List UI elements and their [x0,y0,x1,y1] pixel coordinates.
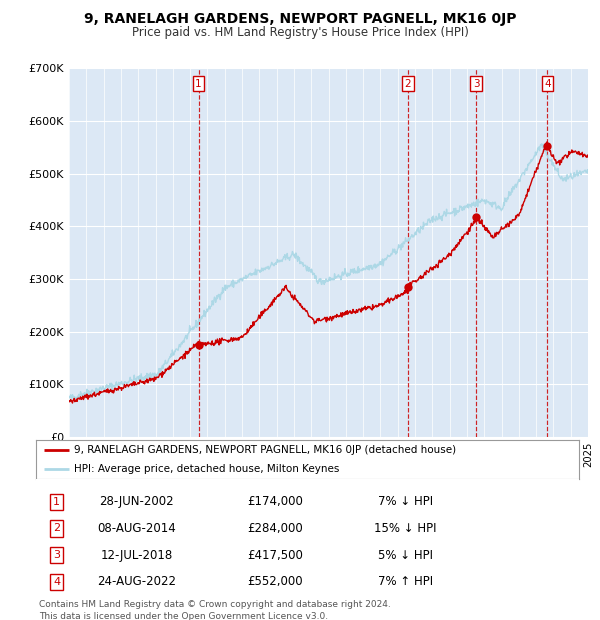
Text: Contains HM Land Registry data © Crown copyright and database right 2024.
This d: Contains HM Land Registry data © Crown c… [39,600,391,620]
Text: 2: 2 [53,523,60,533]
Text: 9, RANELAGH GARDENS, NEWPORT PAGNELL, MK16 0JP (detached house): 9, RANELAGH GARDENS, NEWPORT PAGNELL, MK… [74,445,456,455]
Text: 12-JUL-2018: 12-JUL-2018 [100,549,173,562]
Text: £174,000: £174,000 [247,495,303,508]
Text: 15% ↓ HPI: 15% ↓ HPI [374,522,436,535]
Text: 5% ↓ HPI: 5% ↓ HPI [378,549,433,562]
Text: 28-JUN-2002: 28-JUN-2002 [99,495,174,508]
Text: 2: 2 [405,79,412,89]
Text: 4: 4 [53,577,60,587]
Text: £417,500: £417,500 [247,549,303,562]
Text: 4: 4 [544,79,551,89]
Text: 24-AUG-2022: 24-AUG-2022 [97,575,176,588]
Text: 7% ↓ HPI: 7% ↓ HPI [377,495,433,508]
Text: 3: 3 [53,550,60,560]
Text: £284,000: £284,000 [247,522,303,535]
Text: HPI: Average price, detached house, Milton Keynes: HPI: Average price, detached house, Milt… [74,464,340,474]
Text: 7% ↑ HPI: 7% ↑ HPI [377,575,433,588]
Text: 1: 1 [195,79,202,89]
Text: 1: 1 [53,497,60,507]
Text: Price paid vs. HM Land Registry's House Price Index (HPI): Price paid vs. HM Land Registry's House … [131,26,469,39]
Text: 3: 3 [473,79,479,89]
Text: 08-AUG-2014: 08-AUG-2014 [97,522,176,535]
Text: £552,000: £552,000 [247,575,303,588]
Text: 9, RANELAGH GARDENS, NEWPORT PAGNELL, MK16 0JP: 9, RANELAGH GARDENS, NEWPORT PAGNELL, MK… [84,12,516,27]
